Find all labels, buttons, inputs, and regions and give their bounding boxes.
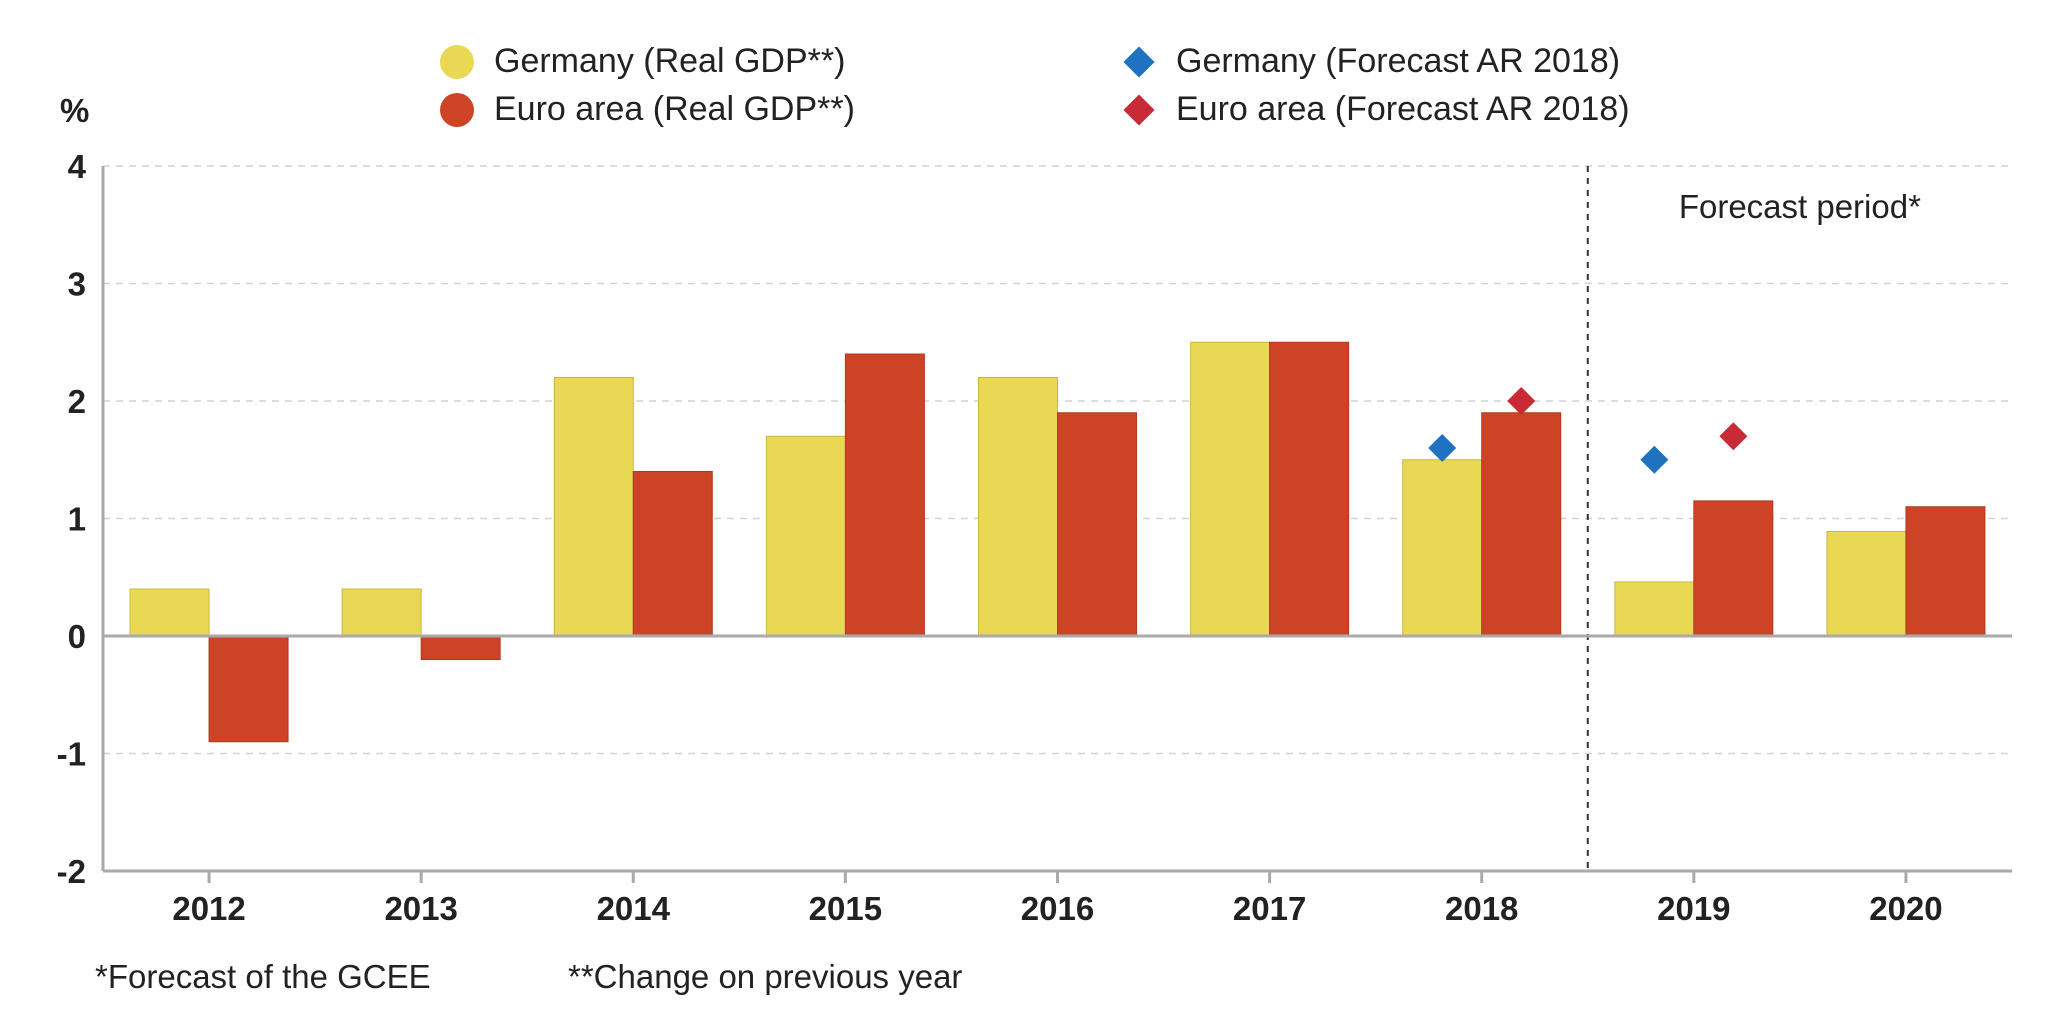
x-tick-label-2017: 2017 <box>1233 890 1306 927</box>
legend-label-germany-real-gdp: Germany (Real GDP**) <box>494 42 846 80</box>
marker-euro-forecast-2019 <box>1719 422 1748 451</box>
bar-euro-2020 <box>1905 506 1986 637</box>
bar-euro-2017 <box>1269 341 1350 637</box>
legend-item-germany-forecast: Germany (Forecast AR 2018) <box>1122 42 1620 81</box>
bar-euro-2015 <box>844 353 925 637</box>
y-tick-label: -2 <box>57 853 86 890</box>
bar-germany-2015 <box>765 435 846 637</box>
y-tick-label: -1 <box>57 736 86 773</box>
bar-germany-2013 <box>341 588 422 637</box>
x-tick-label-2016: 2016 <box>1021 890 1094 927</box>
footnote-change: **Change on previous year <box>568 958 963 995</box>
legend-item-euro-real-gdp: Euro area (Real GDP**) <box>440 90 855 129</box>
forecast-period-label: Forecast period* <box>1679 188 1921 225</box>
y-tick-label: 0 <box>68 618 86 655</box>
bar-germany-2017 <box>1190 341 1271 637</box>
bar-euro-2019 <box>1693 500 1774 637</box>
bar-germany-2014 <box>553 377 634 637</box>
y-tick-label: 2 <box>68 383 86 420</box>
bar-euro-2018 <box>1481 412 1562 637</box>
bar-euro-2013 <box>420 635 501 660</box>
x-tick-label-2019: 2019 <box>1657 890 1730 927</box>
bar-germany-2012 <box>129 588 210 637</box>
marker-germany-forecast-2019 <box>1640 445 1669 474</box>
marker-germany-forecast-2018 <box>1428 434 1457 462</box>
x-tick-label-2014: 2014 <box>597 890 671 927</box>
y-tick-label: 1 <box>68 501 86 538</box>
x-tick-label-2012: 2012 <box>172 890 245 927</box>
legend-swatch-germany-real-gdp <box>440 44 474 79</box>
y-unit-label: % <box>60 92 89 129</box>
footnote-forecast: *Forecast of the GCEE <box>95 958 431 995</box>
legend-label-euro-real-gdp: Euro area (Real GDP**) <box>494 90 855 128</box>
y-tick-label: 3 <box>68 266 86 303</box>
legend-swatch-euro-real-gdp <box>440 92 474 127</box>
bar-germany-2020 <box>1826 530 1907 637</box>
bar-germany-2019 <box>1614 581 1695 637</box>
bar-euro-2014 <box>632 471 713 637</box>
legend-label-germany-forecast: Germany (Forecast AR 2018) <box>1176 42 1621 80</box>
legend-item-germany-real-gdp: Germany (Real GDP**) <box>440 42 845 81</box>
x-tick-label-2020: 2020 <box>1869 890 1942 927</box>
y-tick-label: 4 <box>68 148 87 185</box>
bar-germany-2016 <box>978 377 1058 637</box>
legend-item-euro-forecast: Euro area (Forecast AR 2018) <box>1122 90 1630 129</box>
x-tick-label-2013: 2013 <box>384 890 457 927</box>
marker-euro-forecast-2018 <box>1507 387 1536 415</box>
bar-germany-2018 <box>1402 459 1483 637</box>
x-tick-label-2018: 2018 <box>1445 890 1518 927</box>
x-tick-label-2015: 2015 <box>809 890 882 927</box>
bar-euro-2012 <box>208 635 289 743</box>
bar-euro-2016 <box>1057 412 1137 637</box>
legend-label-euro-forecast: Euro area (Forecast AR 2018) <box>1176 90 1630 128</box>
